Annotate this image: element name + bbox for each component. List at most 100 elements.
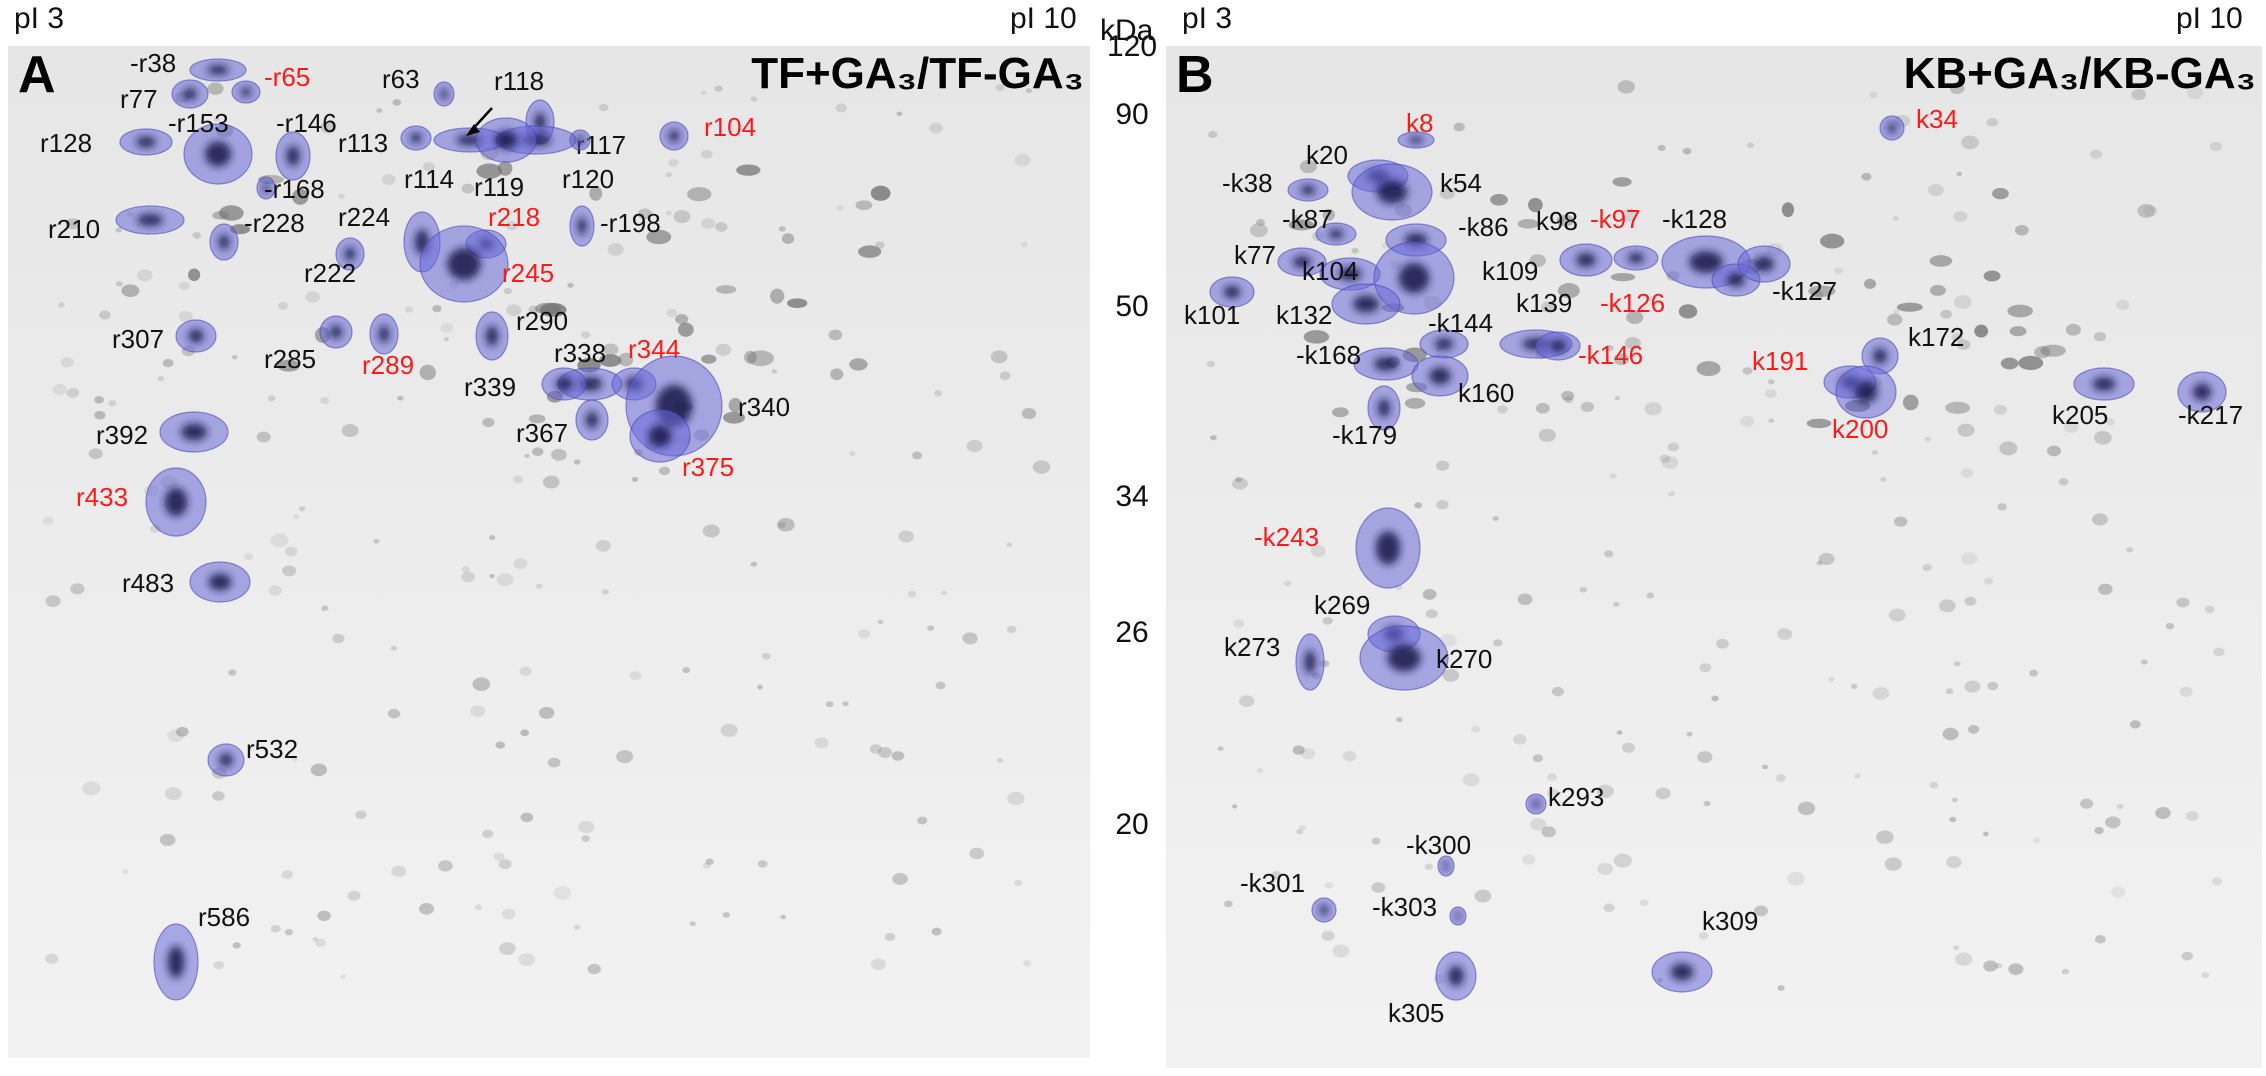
spot-core xyxy=(494,130,518,150)
spot-label: k191 xyxy=(1752,346,1808,376)
spot-k34: k34 xyxy=(1879,104,1958,141)
spot-label: k101 xyxy=(1184,300,1240,330)
spot-minus-r146: -r146 xyxy=(275,108,337,181)
spot-core xyxy=(344,247,356,261)
spot-core xyxy=(410,132,422,144)
spot-core xyxy=(1627,252,1645,264)
spot-core xyxy=(2192,383,2212,401)
spot-core xyxy=(1726,273,1746,287)
spot-core xyxy=(1328,229,1344,239)
spot-core xyxy=(329,325,343,339)
spot-k200: k200 xyxy=(1832,365,1897,444)
gel-image-a: TF+GA₃/TF-GA₃ A -r38 r77 -r65 r63 r118 r128 -r15… xyxy=(8,46,1090,1058)
spot-core xyxy=(1387,644,1421,672)
spot-label: r210 xyxy=(48,214,100,244)
spot-label: r224 xyxy=(338,202,390,232)
spot-k305: k305 xyxy=(1388,951,1477,1028)
spot-label: k293 xyxy=(1548,782,1604,812)
spot-k98: k98 xyxy=(1536,206,1613,277)
spot-label: r128 xyxy=(40,128,92,158)
panel-letter: A xyxy=(18,46,56,104)
spot-core xyxy=(1689,251,1723,273)
spot-core xyxy=(447,248,481,280)
spot-label: -k217 xyxy=(2178,400,2243,430)
spot-core xyxy=(1670,963,1694,981)
mw-marker-20: 20 xyxy=(1115,808,1149,841)
spot-core xyxy=(1549,340,1567,352)
spot-k160: k160 xyxy=(1411,355,1514,408)
spot-label: k20 xyxy=(1306,140,1348,170)
spot-core xyxy=(136,136,156,148)
spot-k172: k172 xyxy=(1861,322,1964,375)
spot-k273: k273 xyxy=(1224,632,1325,691)
spot-k101: k101 xyxy=(1184,276,1255,330)
spot-label: -k303 xyxy=(1372,892,1437,922)
spot-core xyxy=(1292,256,1312,268)
spot-minus-k300: -k300 xyxy=(1406,830,1471,877)
spot-label: k269 xyxy=(1314,590,1370,620)
spot-core xyxy=(181,423,207,441)
spot-r532: r532 xyxy=(207,734,298,777)
spot-minus-k126: -k126 xyxy=(1600,263,1761,318)
spot-label: -r198 xyxy=(600,208,661,238)
panel-a-pi-low-label: pI 3 xyxy=(14,2,65,35)
spot-minus-k127: -k127 xyxy=(1737,245,1837,306)
spot-core xyxy=(137,214,163,226)
spot-label: r120 xyxy=(562,164,614,194)
spot-r339: r339 xyxy=(464,367,587,402)
spot-core xyxy=(188,329,204,343)
spot-minus-k97: -k97 xyxy=(1590,204,1659,271)
panel-b-pi-high-label: pI 10 xyxy=(2176,2,2243,35)
spot-label: k54 xyxy=(1440,168,1482,198)
spot-r586: r586 xyxy=(153,902,250,1001)
mw-marker-34: 34 xyxy=(1115,480,1149,513)
spot-k8: k8 xyxy=(1397,108,1435,149)
spot-core xyxy=(648,425,672,447)
spot-label: r375 xyxy=(682,452,734,482)
spot-core xyxy=(1576,253,1596,267)
spot-minus-k146: -k146 xyxy=(1535,331,1643,370)
spot-minus-k168: -k168 xyxy=(1296,340,1419,381)
spot-label: -r168 xyxy=(264,174,325,204)
spot-r120: r120 xyxy=(562,129,614,194)
spot-label: -k301 xyxy=(1240,868,1305,898)
spot-core xyxy=(1887,122,1897,134)
spot-core xyxy=(1319,904,1329,916)
spot-core xyxy=(208,573,232,591)
spot-label: -k168 xyxy=(1296,340,1361,370)
spot-core xyxy=(1377,398,1391,418)
spot-core xyxy=(1442,861,1450,871)
spot-label: -k146 xyxy=(1578,340,1643,370)
spot-k77: k77 xyxy=(1234,240,1327,277)
spot-core xyxy=(1448,965,1464,987)
spot-label: -k127 xyxy=(1772,276,1837,306)
spot-label: -r146 xyxy=(276,108,337,138)
spot-k132: k132 xyxy=(1276,283,1401,330)
spot-core xyxy=(1373,357,1399,371)
spot-label: -k128 xyxy=(1662,204,1727,234)
spot-label: -k87 xyxy=(1282,204,1333,234)
spot-r113: r113 xyxy=(338,125,432,158)
spot-label: r289 xyxy=(362,350,414,380)
spot-label: k305 xyxy=(1388,998,1444,1028)
spot-label: k139 xyxy=(1516,288,1572,318)
spot-k270: k270 xyxy=(1359,625,1492,691)
spot-minus-r228: -r228 xyxy=(209,208,305,261)
spot-core xyxy=(218,234,230,250)
spot-label: k309 xyxy=(1702,906,1758,936)
molecular-weight-axis: 120 90 50 34 26 20 xyxy=(1092,0,1172,1076)
spot-label: k77 xyxy=(1234,240,1276,270)
spot-label: r218 xyxy=(488,202,540,232)
spot-core xyxy=(219,753,233,767)
spot-core xyxy=(1304,650,1316,674)
spot-core xyxy=(585,411,599,429)
spot-core xyxy=(1398,262,1430,294)
panel-title: TF+GA₃/TF-GA₃ xyxy=(751,49,1084,98)
spot-core xyxy=(1754,256,1774,272)
spot-label: k205 xyxy=(2052,400,2108,430)
spot-core xyxy=(1375,531,1401,565)
spot-label: -k126 xyxy=(1600,288,1665,318)
spot-label: -k179 xyxy=(1332,420,1397,450)
spot-core xyxy=(1434,338,1454,350)
panel-letter: B xyxy=(1176,46,1214,104)
